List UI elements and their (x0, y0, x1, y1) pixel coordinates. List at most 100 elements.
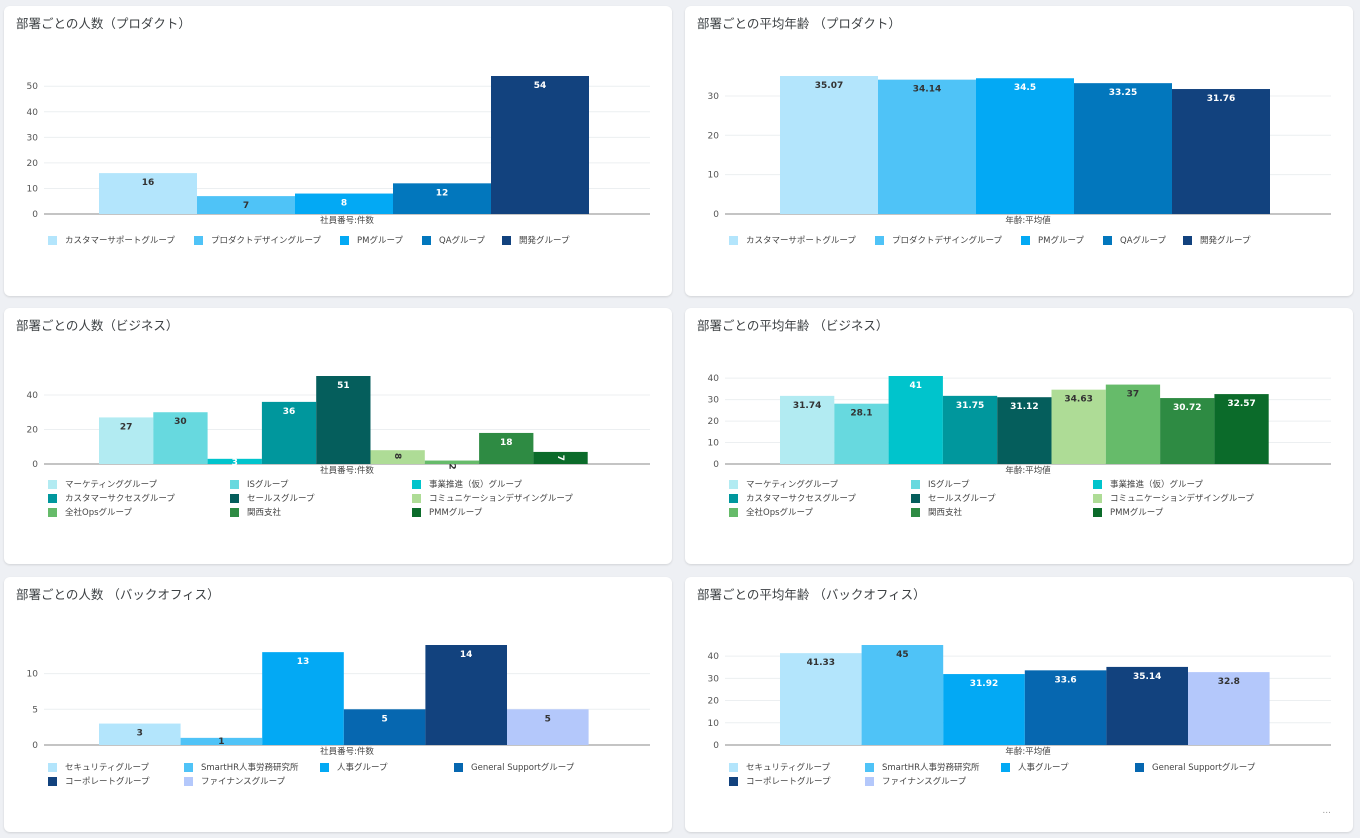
chart-card-avg-age-product: 部署ごとの平均年齢 （プロダクト） 0 10 20 30 35.07 34.14 34.5 3… (685, 6, 1353, 296)
bar[interactable] (834, 403, 889, 464)
bar[interactable] (393, 183, 491, 214)
legend-item[interactable]: 関西支社 (911, 506, 962, 518)
bar[interactable] (343, 709, 426, 745)
legend-item[interactable]: セールスグループ (230, 492, 315, 504)
legend-swatch (911, 479, 920, 489)
bar[interactable] (425, 645, 507, 745)
legend-item[interactable]: プロダクトデザイングループ (194, 234, 321, 246)
bar-value-label: 7 (243, 201, 249, 211)
bar[interactable] (780, 76, 878, 214)
legend-item[interactable]: セキュリティグループ (729, 761, 830, 773)
legend-item[interactable]: カスタマーサポートグループ (729, 234, 856, 246)
legend-swatch (875, 235, 884, 245)
bar[interactable] (262, 652, 344, 745)
bar-value-label: 41.33 (807, 658, 835, 668)
bar[interactable] (1024, 670, 1107, 745)
y-tick-label: 0 (713, 210, 719, 220)
bar[interactable] (1105, 384, 1161, 464)
legend-swatch (729, 776, 738, 786)
bar[interactable] (295, 193, 393, 214)
bar[interactable] (861, 645, 944, 745)
bar[interactable] (780, 653, 862, 745)
legend-item[interactable]: PMグループ (340, 234, 403, 246)
bar[interactable] (479, 432, 534, 464)
bar[interactable] (491, 76, 589, 214)
legend-item[interactable]: General Supportグループ (1135, 761, 1255, 773)
legend-label: 関西支社 (247, 508, 282, 518)
bar[interactable] (316, 376, 371, 464)
legend-label: ISグループ (928, 480, 970, 490)
bar[interactable] (1051, 389, 1106, 464)
bar[interactable] (261, 401, 317, 464)
legend-item[interactable]: General Supportグループ (454, 761, 574, 773)
legend-item[interactable]: セールスグループ (911, 492, 996, 504)
legend-swatch (48, 762, 57, 772)
bar[interactable] (99, 723, 181, 745)
bar-value-label: 34.14 (913, 85, 941, 95)
legend-item[interactable]: ISグループ (911, 478, 969, 490)
legend-item[interactable]: 開発グループ (502, 234, 570, 246)
legend-item[interactable]: マーケティンググループ (48, 478, 157, 490)
bar[interactable] (99, 173, 197, 214)
legend-item[interactable]: セキュリティグループ (48, 761, 149, 773)
legend-item[interactable]: SmartHR人事労務研究所 (184, 761, 299, 773)
legend-swatch (1103, 235, 1112, 245)
legend-item[interactable]: 事業推進（仮）グループ (1093, 478, 1203, 490)
bar[interactable] (942, 395, 998, 464)
legend-item[interactable]: 関西支社 (230, 506, 281, 518)
legend-swatch (48, 507, 57, 517)
bar[interactable] (533, 451, 588, 464)
legend-item[interactable]: カスタマーサポートグループ (48, 234, 175, 246)
bar-chart: 0 10 20 30 40 31.74 28.1 41 31.75 31.12 34.63 37 30.… (708, 374, 1331, 476)
legend-item[interactable]: マーケティンググループ (729, 478, 838, 490)
bar[interactable] (1074, 83, 1172, 214)
bar[interactable] (888, 376, 943, 464)
bar[interactable] (1214, 394, 1269, 464)
legend-item[interactable]: 人事グループ (1001, 761, 1069, 773)
legend-item[interactable]: カスタマーサクセスグループ (729, 492, 856, 504)
legend-label: ISグループ (247, 480, 289, 490)
bar-value-label: 33.6 (1054, 675, 1076, 685)
legend-item[interactable]: PMMグループ (1093, 506, 1163, 518)
bar[interactable] (997, 397, 1052, 464)
legend-item[interactable]: プロダクトデザイングループ (875, 234, 1002, 246)
bar[interactable] (976, 78, 1074, 214)
legend-item[interactable]: ISグループ (230, 478, 288, 490)
bar[interactable] (424, 460, 480, 464)
bar[interactable] (153, 412, 208, 464)
legend-item[interactable]: コミュニケーションデザイングループ (412, 492, 573, 504)
legend-item[interactable]: SmartHR人事労務研究所 (865, 761, 980, 773)
legend-item[interactable]: コミュニケーションデザイングループ (1093, 492, 1254, 504)
y-tick-label: 40 (708, 374, 720, 384)
bar[interactable] (207, 458, 262, 464)
legend-item[interactable]: PMグループ (1021, 234, 1084, 246)
legend-item[interactable]: 全社Opsグループ (729, 506, 813, 518)
legend-item[interactable]: QAグループ (422, 234, 485, 246)
legend-item[interactable]: コーポレートグループ (729, 775, 831, 787)
bar[interactable] (1106, 666, 1188, 745)
bar[interactable] (943, 674, 1025, 745)
bar[interactable] (507, 709, 589, 745)
legend-item[interactable]: QAグループ (1103, 234, 1166, 246)
bar[interactable] (780, 395, 835, 464)
bar[interactable] (370, 450, 425, 464)
x-axis-label: 年齢:平均値 (1005, 215, 1051, 226)
bar-value-label: 3 (232, 458, 238, 468)
bar[interactable] (1172, 89, 1270, 214)
legend-item[interactable]: カスタマーサクセスグループ (48, 492, 175, 504)
legend-item[interactable]: ファイナンスグループ (865, 775, 966, 787)
legend-item[interactable]: PMMグループ (412, 506, 482, 518)
legend-item[interactable]: 人事グループ (320, 761, 388, 773)
bar-value-label: 5 (545, 714, 551, 724)
bar[interactable] (1188, 672, 1270, 745)
legend-item[interactable]: 開発グループ (1183, 234, 1251, 246)
legend-item[interactable]: コーポレートグループ (48, 775, 150, 787)
legend-item[interactable]: 事業推進（仮）グループ (412, 478, 522, 490)
bar[interactable] (99, 417, 154, 464)
bar[interactable] (197, 196, 295, 214)
bar[interactable] (1160, 398, 1215, 464)
legend-item[interactable]: 全社Opsグループ (48, 506, 132, 518)
bar[interactable] (180, 737, 263, 745)
legend-item[interactable]: ファイナンスグループ (184, 775, 285, 787)
bar[interactable] (878, 79, 976, 214)
